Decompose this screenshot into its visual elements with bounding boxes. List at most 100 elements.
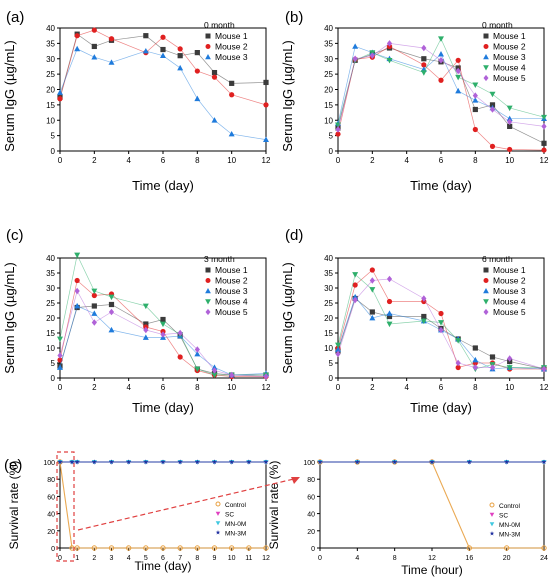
series-group xyxy=(57,27,269,142)
x-tick-label: 16 xyxy=(465,555,473,562)
data-point xyxy=(143,33,149,39)
data-point xyxy=(160,545,166,551)
x-tick-label: 11 xyxy=(245,555,252,562)
data-point xyxy=(194,346,200,353)
legend-swatch xyxy=(205,44,211,49)
y-axis-label: Serum IgG (µg/mL) xyxy=(280,262,295,374)
legend-swatch xyxy=(489,531,495,536)
data-point xyxy=(455,67,461,75)
legend-label: Mouse 1 xyxy=(493,265,526,275)
x-axis-label: Time (hour) xyxy=(401,563,463,577)
data-point xyxy=(263,79,269,86)
y-tick-label: 20 xyxy=(46,314,55,323)
panel-5: 0 4 8 12 16 20 24 0 20 40 60 80 100 Time (hour) Surviv… xyxy=(267,459,548,577)
y-axis-label: Serum IgG (µg/mL) xyxy=(280,40,295,152)
data-point xyxy=(489,91,496,98)
x-tick-label: 5 xyxy=(144,555,148,562)
x-tick-label: 12 xyxy=(540,156,549,165)
data-point xyxy=(438,320,444,326)
legend-swatch xyxy=(205,299,211,305)
data-point xyxy=(421,313,427,320)
x-tick-label: 12 xyxy=(262,383,271,392)
data-point xyxy=(472,345,478,351)
series-group xyxy=(57,459,269,551)
data-point xyxy=(455,57,461,63)
x-tick-label: 0 xyxy=(336,383,341,392)
x-tick-label: 2 xyxy=(370,156,375,165)
data-point xyxy=(177,329,183,337)
data-point xyxy=(160,52,166,59)
data-point xyxy=(386,275,393,283)
data-point xyxy=(541,545,547,551)
y-tick-label: 25 xyxy=(46,299,55,308)
y-tick-label: 10 xyxy=(46,116,55,125)
legend-label: Control xyxy=(499,503,521,510)
data-point xyxy=(369,267,375,273)
y-axis-label: Serum IgG (µg/mL) xyxy=(2,40,17,152)
legend-label: Mouse 4 xyxy=(215,297,248,307)
data-point xyxy=(263,373,269,380)
y-tick-label: 30 xyxy=(46,284,55,293)
legend-swatch xyxy=(483,54,489,60)
y-tick-label: 0 xyxy=(329,147,334,156)
data-point xyxy=(57,357,63,363)
data-point xyxy=(263,136,269,142)
x-tick-label: 6 xyxy=(439,383,444,392)
x-tick-label: 8 xyxy=(195,383,200,392)
y-tick-label: 5 xyxy=(51,359,56,368)
data-point xyxy=(386,310,393,316)
data-point xyxy=(194,50,200,56)
x-axis-label: Time (day) xyxy=(410,178,472,193)
panel-label: (a) xyxy=(6,9,24,26)
data-point xyxy=(507,118,513,126)
data-point xyxy=(369,277,375,284)
legend-label: Mouse 4 xyxy=(493,63,526,73)
data-point xyxy=(74,277,80,284)
y-tick-label: 30 xyxy=(324,55,333,64)
data-point xyxy=(69,459,75,465)
data-point xyxy=(369,287,376,293)
x-tick-label: 2 xyxy=(370,383,375,392)
y-axis-label: Survival rate (%) xyxy=(267,461,281,550)
data-point xyxy=(420,318,427,325)
legend-label: Mouse 5 xyxy=(493,73,526,83)
data-point xyxy=(125,545,132,551)
legend-label: MN-0M xyxy=(225,521,246,528)
x-axis-label: Time (day) xyxy=(135,559,192,573)
legend-label: Mouse 2 xyxy=(215,42,248,52)
data-point xyxy=(91,545,98,551)
series-group xyxy=(57,252,269,380)
data-point xyxy=(455,359,461,367)
series-group xyxy=(335,267,547,373)
x-tick-label: 12 xyxy=(262,555,270,562)
legend-label: Mouse 4 xyxy=(493,297,526,307)
data-point xyxy=(455,364,461,371)
y-tick-label: 20 xyxy=(324,86,333,95)
legend-label: SC xyxy=(225,512,234,519)
data-point xyxy=(507,355,513,362)
data-point xyxy=(386,298,393,305)
data-point xyxy=(142,47,149,54)
y-tick-label: 0 xyxy=(311,546,315,553)
legend-swatch xyxy=(205,33,211,39)
legend-label: MN-0M xyxy=(499,522,520,529)
legend-label: Mouse 3 xyxy=(215,286,248,296)
x-tick-label: 10 xyxy=(227,156,236,165)
legend-swatch xyxy=(483,65,489,71)
x-tick-label: 10 xyxy=(505,383,514,392)
data-point xyxy=(352,296,358,304)
data-point xyxy=(438,36,444,42)
data-point xyxy=(472,356,479,363)
legend-title: 0 month xyxy=(482,20,513,30)
data-point xyxy=(472,97,479,103)
legend-swatch xyxy=(483,299,489,305)
data-point xyxy=(507,123,513,129)
data-point xyxy=(91,303,97,309)
data-point xyxy=(160,316,166,323)
data-point xyxy=(57,364,63,370)
legend-swatch xyxy=(483,288,489,294)
data-point xyxy=(108,294,115,301)
